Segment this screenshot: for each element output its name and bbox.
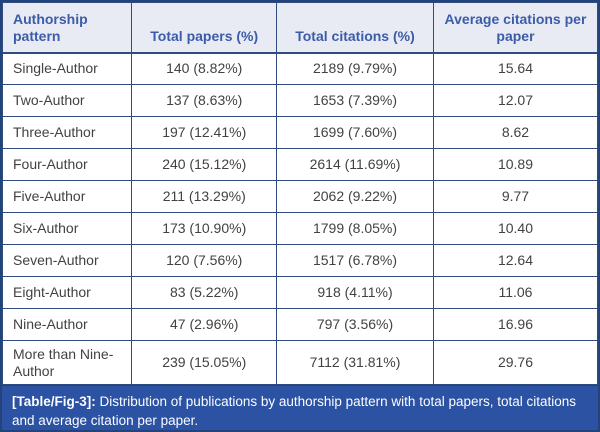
cell-average-citations: 15.64 <box>432 52 598 85</box>
table-row: Eight-Author 83 (5.22%) 918 (4.11%) 11.0… <box>2 276 598 309</box>
table-row: Seven-Author 120 (7.56%) 1517 (6.78%) 12… <box>2 244 598 277</box>
cell-authorship-pattern: Seven-Author <box>2 244 133 277</box>
cell-total-papers: 47 (2.96%) <box>131 308 278 341</box>
cell-total-papers: 197 (12.41%) <box>131 116 278 149</box>
cell-total-citations: 1517 (6.78%) <box>276 244 434 277</box>
col-header-authorship-pattern: Authorship pattern <box>2 2 133 54</box>
cell-average-citations: 10.89 <box>432 148 598 181</box>
cell-total-citations: 7112 (31.81%) <box>276 340 434 385</box>
cell-total-papers: 239 (15.05%) <box>131 340 278 385</box>
cell-authorship-pattern: Nine-Author <box>2 308 133 341</box>
cell-total-papers: 83 (5.22%) <box>131 276 278 309</box>
cell-total-citations: 2614 (11.69%) <box>276 148 434 181</box>
cell-authorship-pattern: Five-Author <box>2 180 133 213</box>
table-row: Six-Author 173 (10.90%) 1799 (8.05%) 10.… <box>2 212 598 245</box>
cell-authorship-pattern: Four-Author <box>2 148 133 181</box>
cell-average-citations: 12.64 <box>432 244 598 277</box>
col-header-average-citations: Average citations per paper <box>432 2 598 54</box>
table-row: Five-Author 211 (13.29%) 2062 (9.22%) 9.… <box>2 180 598 213</box>
table-header-row: Authorship pattern Total papers (%) Tota… <box>2 2 598 54</box>
cell-total-papers: 240 (15.12%) <box>131 148 278 181</box>
table-header: Authorship pattern Total papers (%) Tota… <box>2 2 598 54</box>
table-caption-label: [Table/Fig-3]: <box>12 394 96 409</box>
cell-authorship-pattern: Three-Author <box>2 116 133 149</box>
publications-table: Authorship pattern Total papers (%) Tota… <box>2 2 598 385</box>
col-header-total-citations: Total citations (%) <box>276 2 434 54</box>
cell-average-citations: 8.62 <box>432 116 598 149</box>
cell-authorship-pattern: Six-Author <box>2 212 133 245</box>
table-caption-text: Distribution of publications by authorsh… <box>12 394 577 428</box>
cell-authorship-pattern: More than Nine-Author <box>2 340 133 385</box>
cell-average-citations: 10.40 <box>432 212 598 245</box>
cell-total-citations: 1653 (7.39%) <box>276 84 434 117</box>
table-row: Three-Author 197 (12.41%) 1699 (7.60%) 8… <box>2 116 598 149</box>
cell-total-citations: 797 (3.56%) <box>276 308 434 341</box>
cell-average-citations: 16.96 <box>432 308 598 341</box>
cell-total-citations: 2189 (9.79%) <box>276 52 434 85</box>
cell-authorship-pattern: Single-Author <box>2 52 133 85</box>
cell-average-citations: 29.76 <box>432 340 598 385</box>
table-caption: [Table/Fig-3]: Distribution of publicati… <box>2 385 598 430</box>
cell-total-papers: 120 (7.56%) <box>131 244 278 277</box>
table-row: Nine-Author 47 (2.96%) 797 (3.56%) 16.96 <box>2 308 598 341</box>
table-row: Four-Author 240 (15.12%) 2614 (11.69%) 1… <box>2 148 598 181</box>
cell-total-citations: 2062 (9.22%) <box>276 180 434 213</box>
cell-average-citations: 11.06 <box>432 276 598 309</box>
col-header-total-papers: Total papers (%) <box>131 2 278 54</box>
table-row: More than Nine-Author 239 (15.05%) 7112 … <box>2 340 598 385</box>
cell-total-papers: 173 (10.90%) <box>131 212 278 245</box>
cell-total-citations: 1799 (8.05%) <box>276 212 434 245</box>
cell-total-citations: 918 (4.11%) <box>276 276 434 309</box>
cell-total-papers: 137 (8.63%) <box>131 84 278 117</box>
table-row: Two-Author 137 (8.63%) 1653 (7.39%) 12.0… <box>2 84 598 117</box>
cell-authorship-pattern: Eight-Author <box>2 276 133 309</box>
cell-average-citations: 12.07 <box>432 84 598 117</box>
table-body: Single-Author 140 (8.82%) 2189 (9.79%) 1… <box>2 52 598 385</box>
cell-total-citations: 1699 (7.60%) <box>276 116 434 149</box>
cell-average-citations: 9.77 <box>432 180 598 213</box>
cell-total-papers: 211 (13.29%) <box>131 180 278 213</box>
cell-authorship-pattern: Two-Author <box>2 84 133 117</box>
cell-total-papers: 140 (8.82%) <box>131 52 278 85</box>
table-row: Single-Author 140 (8.82%) 2189 (9.79%) 1… <box>2 52 598 85</box>
